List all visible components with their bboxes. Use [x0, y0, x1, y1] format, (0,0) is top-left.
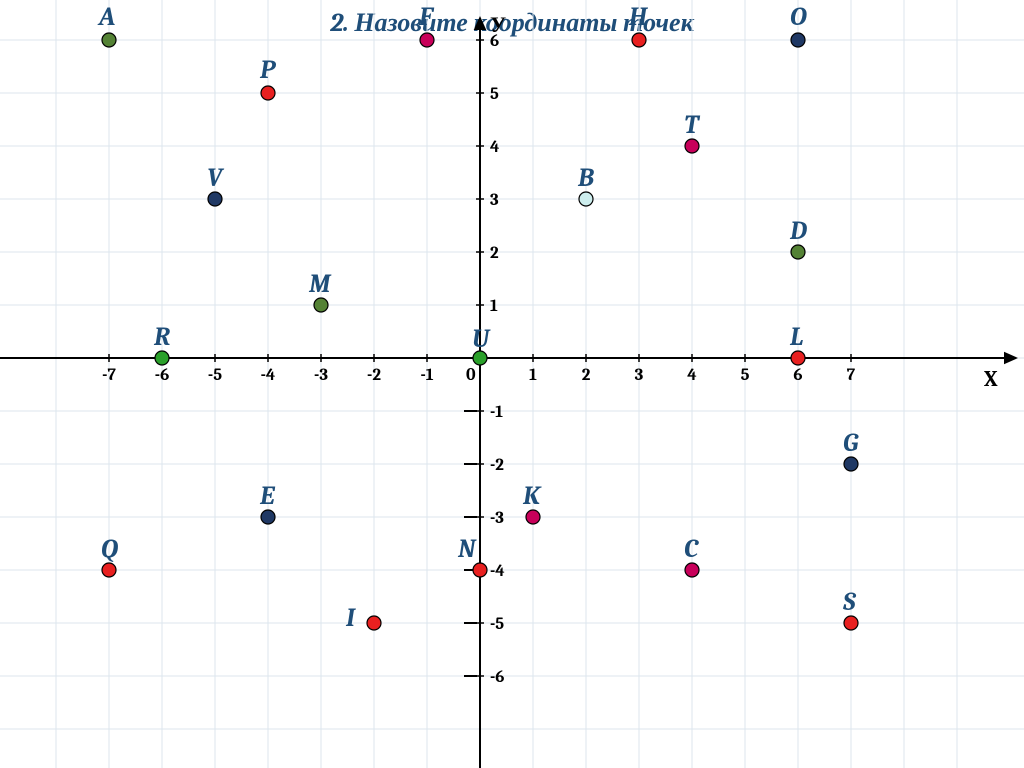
points-layer: A F H O P T V B D M R U L G E K Q N C I S — [0, 0, 1024, 768]
point-label-M: M — [309, 269, 331, 299]
point-label-O: O — [790, 2, 807, 32]
point-label-T: T — [684, 110, 699, 140]
point-label-D: D — [790, 216, 807, 246]
point-label-C: C — [684, 534, 698, 564]
point-label-I: I — [346, 603, 355, 633]
point-label-S: S — [843, 587, 856, 617]
point-label-G: G — [843, 428, 858, 458]
point-label-L: L — [790, 322, 803, 352]
point-label-E: E — [260, 481, 275, 511]
point-label-B: B — [578, 163, 594, 193]
point-label-U: U — [472, 324, 489, 354]
point-label-V: V — [207, 163, 222, 193]
point-label-P: P — [260, 55, 275, 85]
point-label-N: N — [458, 534, 475, 564]
point-label-A: A — [99, 2, 115, 32]
point-label-R: R — [154, 322, 170, 352]
point-label-F: F — [419, 2, 433, 32]
coordinate-plane-figure: 2. Назовите координаты точек -7-6-5-4-3-… — [0, 0, 1024, 768]
point-label-Q: Q — [101, 534, 118, 564]
point-label-H: H — [629, 2, 647, 32]
point-label-K: K — [523, 481, 540, 511]
